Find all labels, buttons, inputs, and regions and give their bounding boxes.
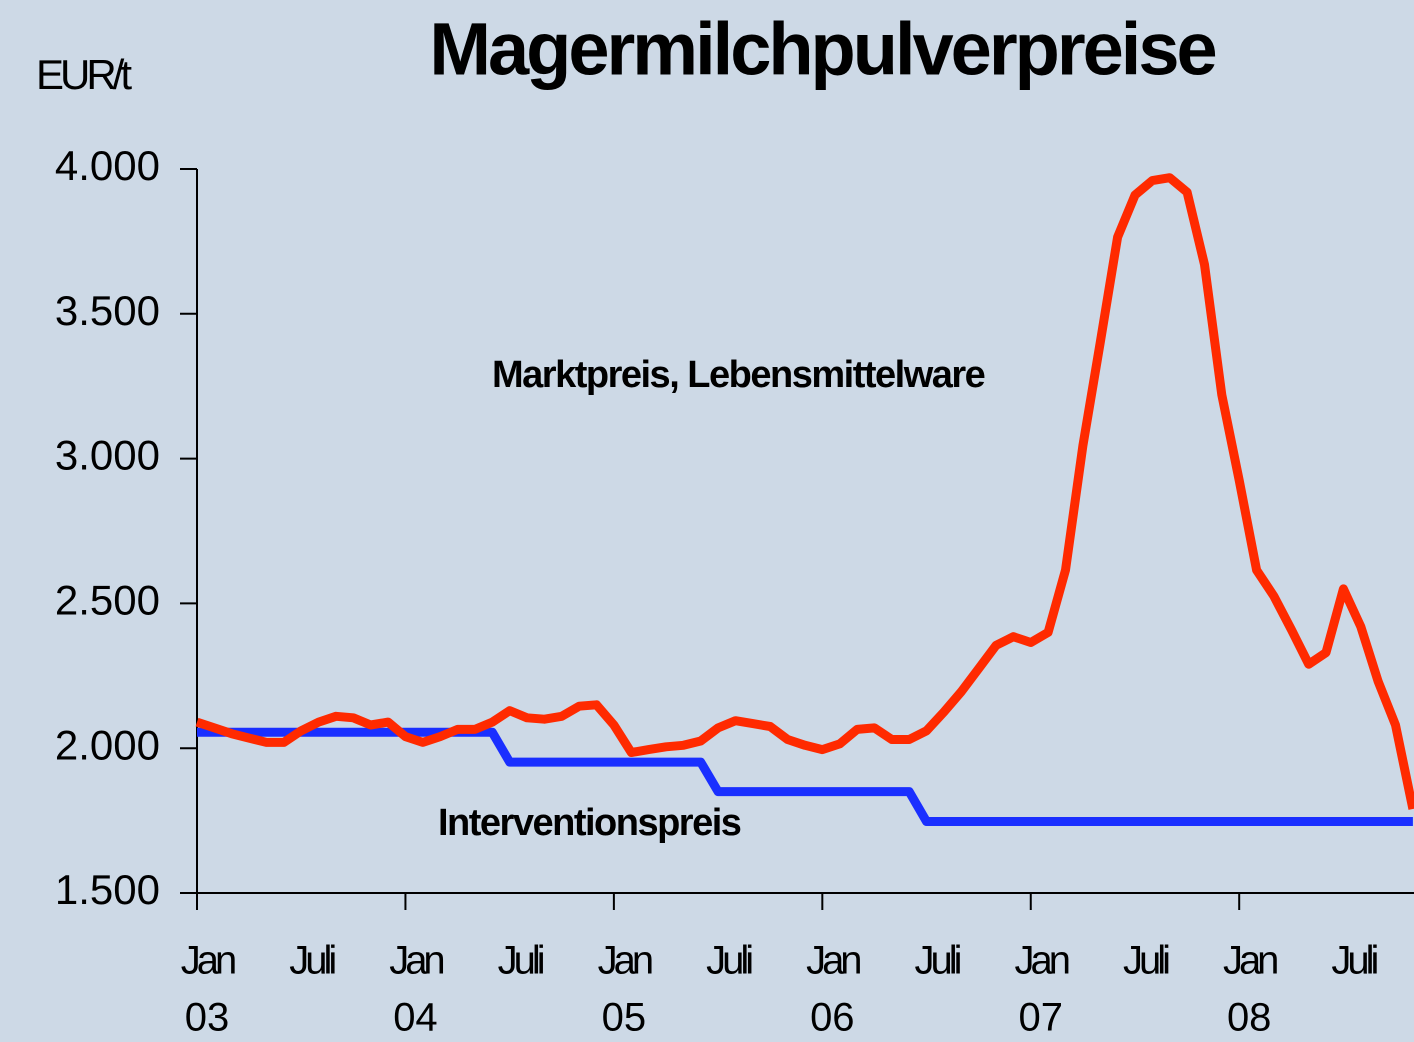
y-tick-label: 4.000	[55, 142, 160, 189]
x-year-label: 06	[810, 996, 855, 1040]
x-tick-label: Jan	[598, 939, 652, 983]
x-tick-label: Jan	[806, 939, 860, 983]
series-label: Marktpreis, Lebensmittelware	[492, 354, 985, 396]
x-tick-label: Juli	[706, 939, 752, 983]
y-tick-label: 1.500	[55, 866, 160, 913]
x-tick-label: Jan	[181, 939, 235, 983]
x-tick-label: Jan	[389, 939, 443, 983]
x-year-label: 07	[1019, 996, 1064, 1040]
x-year-label: 04	[393, 996, 438, 1040]
y-tick-label: 3.000	[55, 432, 160, 479]
x-tick-label: Jan	[1223, 939, 1277, 983]
x-year-label: 05	[602, 996, 647, 1040]
x-year-label: 08	[1227, 996, 1272, 1040]
x-tick-label: Juli	[1123, 939, 1169, 983]
x-tick-label: Juli	[915, 939, 961, 983]
x-tick-label: Juli	[1331, 939, 1377, 983]
y-tick-label: 2.000	[55, 721, 160, 768]
x-tick-label: Juli	[498, 939, 544, 983]
series-line	[195, 173, 1414, 810]
series-label: Interventionspreis	[438, 802, 741, 844]
chart-title: Magermilchpulverpreise	[429, 8, 1215, 91]
y-tick-label: 3.500	[55, 287, 160, 334]
y-unit-label: EUR/t	[36, 51, 132, 98]
x-tick-label: Juli	[289, 939, 335, 983]
y-tick-label: 2.500	[55, 576, 160, 623]
x-year-label: 03	[185, 996, 230, 1040]
x-tick-label: Jan	[1015, 939, 1069, 983]
